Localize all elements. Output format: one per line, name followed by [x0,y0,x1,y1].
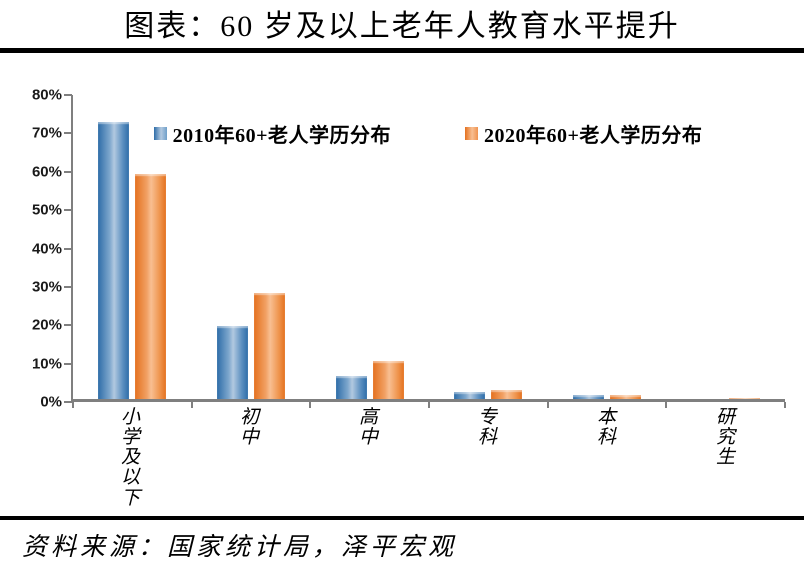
bar [491,389,523,399]
x-category-label: 小学及以下 [120,407,140,509]
y-axis-label: 50% [31,201,62,219]
bar [135,174,167,399]
legend-swatch-icon [465,127,478,140]
bar-group-0 [73,122,192,399]
y-axis-label: 40% [31,240,62,257]
legend-label: 2020年60+老人学历分布 [484,125,703,147]
x-label-cell: 专科 [428,407,547,509]
x-label-char: 究 [715,427,735,449]
x-label-char: 中 [358,427,378,449]
source-note: 资料来源：国家统计局，泽平宏观 [22,534,458,561]
x-label-cell: 初中 [190,407,309,509]
bar-group-2 [310,361,429,399]
x-axis-tick [309,402,312,408]
legend-swatch-icon [153,127,167,140]
y-axis-tick [64,94,72,96]
bar [610,394,642,399]
bar [454,391,486,399]
y-axis-tick [64,401,72,403]
x-label-char: 小 [120,407,140,428]
x-category-label: 研究生 [715,407,735,509]
y-axis-tick [64,285,72,288]
x-category-label: 专科 [477,407,497,509]
x-label-char: 科 [596,427,616,449]
x-label-char: 中 [239,427,259,449]
plot-area: 0% 10% 20% 30% 40% 50% 60% 70% 80% [32,87,786,411]
x-axis-tick [784,402,786,408]
bar [254,293,285,399]
y-axis-label: 30% [31,278,62,296]
x-label-char: 研 [715,407,735,428]
bar [728,398,760,399]
x-label-char: 专 [477,407,497,428]
x-label-char: 以 [120,467,140,489]
y-axis-label: 60% [31,163,62,181]
x-axis-tick [428,402,430,408]
page-title: 图表：60 岁及以上老年人教育水平提升 [124,10,680,43]
bar-group-3 [429,389,548,399]
x-label-char: 高 [358,407,378,428]
y-axis-tick [64,170,72,173]
x-category-label: 本科 [596,407,616,509]
top-divider [0,48,804,53]
y-axis-tick [64,247,72,250]
y-axis-tick [64,324,72,327]
y-axis-tick [64,132,72,135]
x-label-char: 生 [715,447,735,469]
y-axis-label: 10% [31,355,62,373]
legend-item-2010: 2010年60+老人学历分布 [153,119,391,148]
x-label-char: 及 [120,447,140,469]
x-label-cell: 研究生 [666,407,785,509]
y-axis-label: 20% [31,316,62,334]
bar-group-5 [666,398,785,399]
x-category-label: 初中 [239,407,259,509]
y-axis-label: 70% [31,124,62,142]
bottom-divider [0,516,804,520]
x-label-char: 科 [477,427,497,449]
x-label-char: 下 [120,487,140,509]
y-axis-label: 80% [31,86,62,104]
bar-group-1 [192,293,311,399]
x-axis-labels: 小学及以下初中高中专科本科研究生 [71,407,785,509]
bar-chart: 2010年60+老人学历分布 2020年60+老人学历分布 0% 10% 20% 30%… [0,87,804,509]
bar [217,326,248,399]
legend-item-2020: 2020年60+老人学历分布 [465,119,702,148]
bar [573,395,605,399]
x-category-label: 高中 [358,407,378,509]
x-axis-tick [72,402,74,408]
x-label-cell: 小学及以下 [71,407,190,509]
x-axis-tick [546,402,549,408]
y-axis-label: 0% [40,393,62,411]
x-label-char: 本 [596,407,616,428]
bar [98,122,130,399]
x-label-char: 学 [120,427,140,449]
bar-group-4 [548,394,667,399]
y-axis-tick [64,209,72,212]
x-axis-tick [665,402,668,408]
x-label-cell: 本科 [547,407,666,509]
bar [335,375,367,399]
x-label-cell: 高中 [309,407,428,509]
y-axis-tick [64,362,72,365]
chart-legend: 2010年60+老人学历分布 2020年60+老人学历分布 [71,119,785,148]
x-label-char: 初 [239,407,259,428]
bar-groups [73,95,785,399]
legend-label: 2010年60+老人学历分布 [172,125,391,147]
bar [372,361,404,399]
x-axis-tick [190,402,193,408]
